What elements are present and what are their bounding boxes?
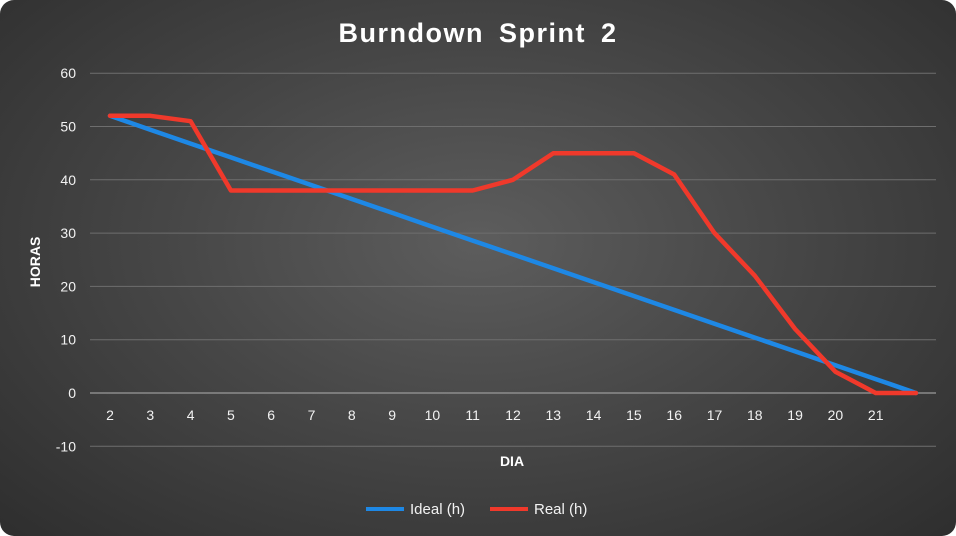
x-tick-label: 17 [707,407,723,423]
legend-label-ideal: Ideal (h) [410,501,465,518]
y-axis-label: HORAS [27,237,43,288]
y-tick-label: 60 [60,65,76,81]
x-tick-label: 8 [348,407,356,423]
x-tick-label: 20 [828,407,844,423]
y-tick-label: 0 [68,385,76,401]
y-tick-label: 10 [60,332,76,348]
tick-labels: -10 0 10 20 30 40 50 60 2 3 4 5 6 7 8 9 10 11 12 13 14 15 16 17… [56,65,884,454]
x-tick-label: 12 [505,407,521,423]
chart-title: Burndown Sprint 2 [339,18,618,48]
legend-label-real: Real (h) [534,501,587,518]
x-tick-label: 7 [308,407,316,423]
y-tick-label: 20 [60,278,76,294]
x-tick-label: 11 [465,407,480,423]
x-axis-label: DIA [500,453,524,469]
series-lines [107,113,919,396]
x-tick-label: 19 [787,407,803,423]
series-line-ideal [107,113,919,396]
x-tick-label: 4 [187,407,195,423]
series-line-real [107,113,919,396]
x-tick-label: 10 [425,407,441,423]
x-tick-label: 13 [546,407,562,423]
x-tick-label: 3 [146,407,154,423]
x-tick-label: 6 [267,407,275,423]
x-tick-label: 9 [388,407,396,423]
y-tick-label: 30 [60,225,76,241]
grid-lines [90,72,936,447]
x-tick-label: 2 [106,407,114,423]
legend: Ideal (h) Real (h) [366,501,587,518]
x-tick-label: 15 [626,407,642,423]
x-tick-label: 5 [227,407,235,423]
y-tick-label: 50 [60,119,76,135]
x-tick-label: 16 [666,407,682,423]
y-tick-label: 40 [60,172,76,188]
y-tick-label: -10 [56,438,76,454]
x-tick-label: 21 [868,407,884,423]
x-tick-label: 18 [747,407,763,423]
x-tick-label: 14 [586,407,602,423]
